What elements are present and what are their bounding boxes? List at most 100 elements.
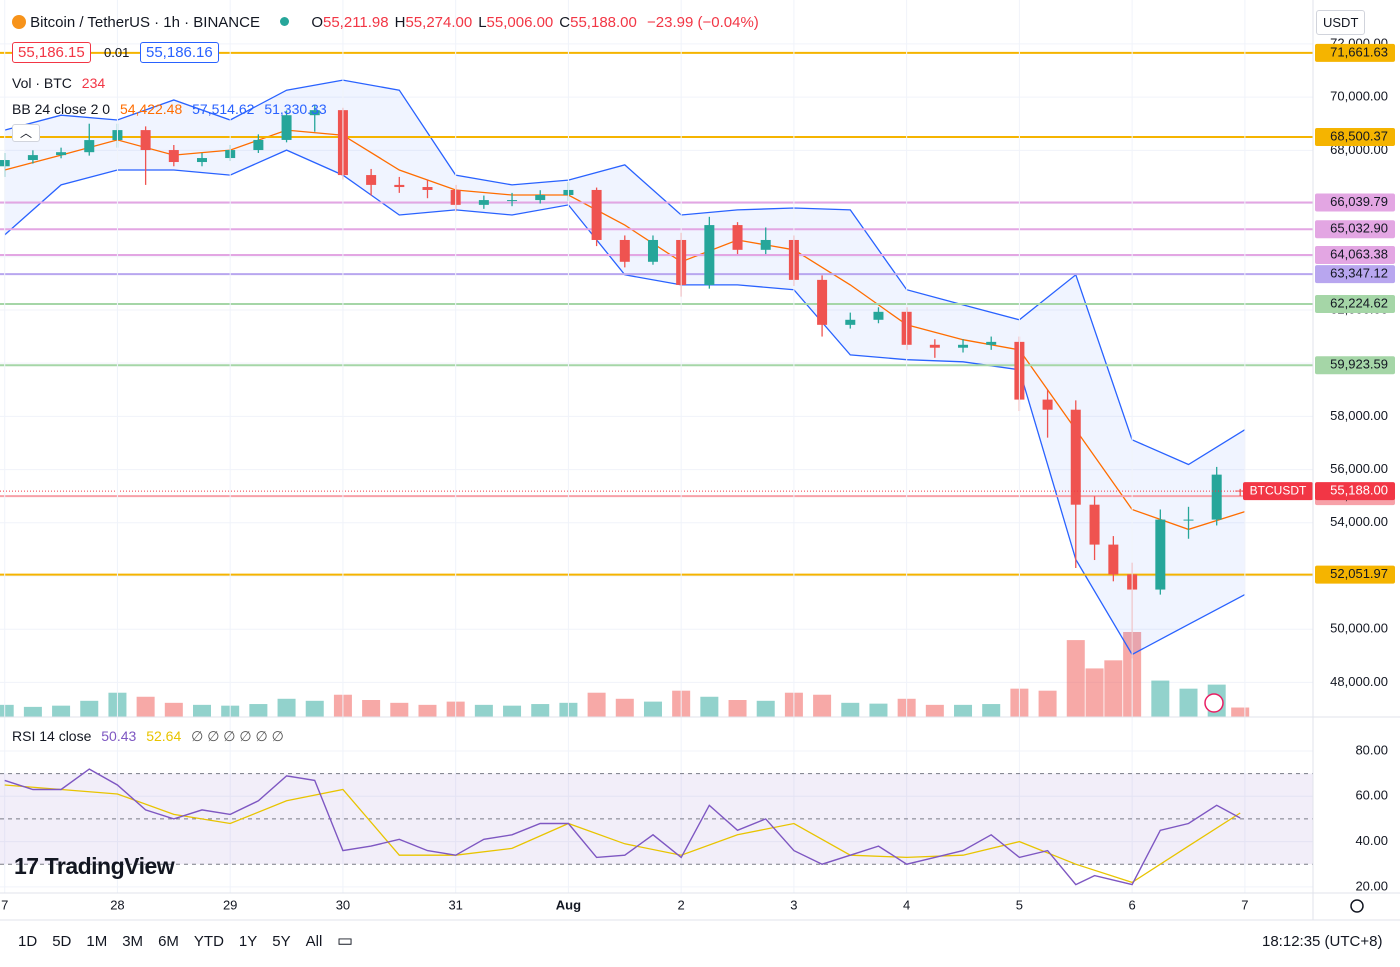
legend-value: 50.43 (101, 728, 137, 744)
candle-body (27, 155, 38, 161)
status-dot (280, 17, 290, 26)
candle-body (309, 110, 320, 116)
bb-basis (4, 129, 1246, 531)
candle-body (1235, 490, 1246, 492)
volume-bar (390, 702, 409, 717)
volume-bar (362, 700, 381, 717)
candle-body (1070, 409, 1081, 505)
range-button[interactable]: 5Y (272, 933, 291, 950)
header: Bitcoin / TetherUS · 1h · BINANCE O55,21… (12, 14, 759, 31)
range-button[interactable]: 1M (86, 933, 108, 950)
x-tick-label: 30 (336, 897, 350, 912)
ohlc-value: 55,188.00 (570, 14, 637, 31)
logo: 17 TradingView (14, 853, 175, 880)
level-label: 64,063.38 (1330, 246, 1388, 261)
ohlc-value: 55,211.98 (323, 14, 389, 31)
ohlc-key: O (311, 14, 323, 31)
volume-legend: Vol · BTC 234 (12, 75, 105, 91)
x-tick-label: 29 (223, 897, 237, 912)
y-tick-label: 60.00 (1355, 788, 1388, 803)
volume-bar (700, 696, 719, 717)
ask-button[interactable]: 55,186.16 (140, 42, 219, 63)
level-label-bg (1315, 246, 1395, 265)
alert-icon (1204, 693, 1224, 713)
clock: 18:12:35 (UTC+8) (1262, 933, 1383, 950)
volume-bar (1085, 668, 1104, 717)
x-tick-label: 7 (1241, 897, 1248, 912)
last-price-name: BTCUSDT (1250, 483, 1307, 497)
level-label: 68,500.37 (1330, 128, 1388, 143)
volume-bar (1038, 690, 1057, 717)
legend-label: BB 24 close 2 0 (12, 101, 111, 117)
range-button[interactable]: 3M (122, 933, 144, 950)
level-label-bg (1315, 193, 1395, 212)
range-button[interactable]: YTD (193, 933, 224, 950)
y-tick-label: 58,000.00 (1330, 408, 1388, 423)
candle-body (873, 311, 884, 320)
last-price-tag-bg (1243, 482, 1313, 501)
candle-body (1108, 544, 1119, 575)
symbol[interactable]: Bitcoin / TetherUS · 1h · BINANCE (30, 14, 260, 31)
volume-bar (52, 705, 71, 717)
range-bar: 1D 5D 1M 3M 6M YTD 1Y 5Y All (18, 933, 337, 950)
date-range-button[interactable]: ▭ (337, 931, 354, 950)
level-label-bg (1315, 43, 1395, 62)
logo-mark: 17 (14, 853, 39, 879)
level-label-bg (1315, 220, 1395, 239)
range-button[interactable]: 1D (18, 933, 38, 950)
currency-button[interactable]: USDT (1316, 10, 1366, 35)
level-label: 59,923.59 (1330, 357, 1388, 372)
y-tick-label: 48,000.00 (1330, 674, 1388, 689)
volume-bar (80, 700, 99, 717)
volume-bar (1231, 707, 1250, 717)
candle-body (84, 140, 95, 153)
legend-value: 57,514.62 (192, 101, 255, 117)
candle-body (1042, 399, 1053, 410)
legend-value: 52.64 (146, 728, 182, 744)
volume-bar (277, 698, 296, 717)
candle-body (986, 341, 997, 345)
range-button[interactable]: All (305, 933, 323, 950)
legend-value: 51,330.33 (264, 101, 327, 117)
bid-button[interactable]: 55,186.15 (12, 42, 91, 63)
x-tick-label: Aug (556, 897, 581, 912)
range-button[interactable]: 1Y (238, 933, 258, 950)
ohlc: O55,211.98 H55,274.00 L55,006.00 C55,188.00 (311, 14, 643, 31)
volume-bar (503, 705, 522, 717)
rsi-legend: RSI 14 close 50.43 52.64 ∅ ∅ ∅ ∅ ∅ ∅ (12, 728, 284, 745)
volume-bar (587, 692, 606, 717)
level-label: 63,347.12 (1330, 266, 1388, 281)
volume-bar (954, 704, 973, 717)
volume-bar (136, 696, 155, 717)
level-label: 52,051.97 (1330, 566, 1388, 581)
legend-extras: ∅ ∅ ∅ ∅ ∅ ∅ (191, 728, 284, 744)
rsi-ma-line (4, 784, 1241, 884)
volume-bar (756, 700, 775, 717)
collapse-button[interactable]: ︿ (12, 124, 40, 142)
ohlc-key: H (394, 14, 406, 31)
ohlc-value: 55,274.00 (405, 14, 473, 31)
last-price-label: 55,188.00 (1330, 483, 1388, 498)
candle-body (140, 130, 151, 151)
range-button[interactable]: 6M (158, 933, 179, 950)
x-tick-label: 7 (1, 897, 8, 912)
level-label-bg (1315, 356, 1395, 375)
y-tick-label: 54,000.00 (1330, 514, 1388, 529)
legend-label: RSI 14 close (12, 728, 92, 744)
candle-body (281, 115, 292, 140)
level-label: 66,039.79 (1330, 194, 1388, 209)
price-pane (0, 43, 1313, 717)
rsi-line (4, 768, 1241, 886)
volume-bar (164, 702, 183, 717)
volume-bar (1179, 688, 1198, 717)
range-button[interactable]: 5D (52, 933, 72, 950)
volume-bar (728, 700, 747, 717)
candle-body (958, 344, 969, 348)
candle-body (422, 187, 433, 190)
volume-bar (841, 702, 860, 717)
y-tick-label: 56,000.00 (1330, 461, 1388, 476)
candle-body (507, 200, 518, 202)
candle-body (929, 344, 940, 348)
